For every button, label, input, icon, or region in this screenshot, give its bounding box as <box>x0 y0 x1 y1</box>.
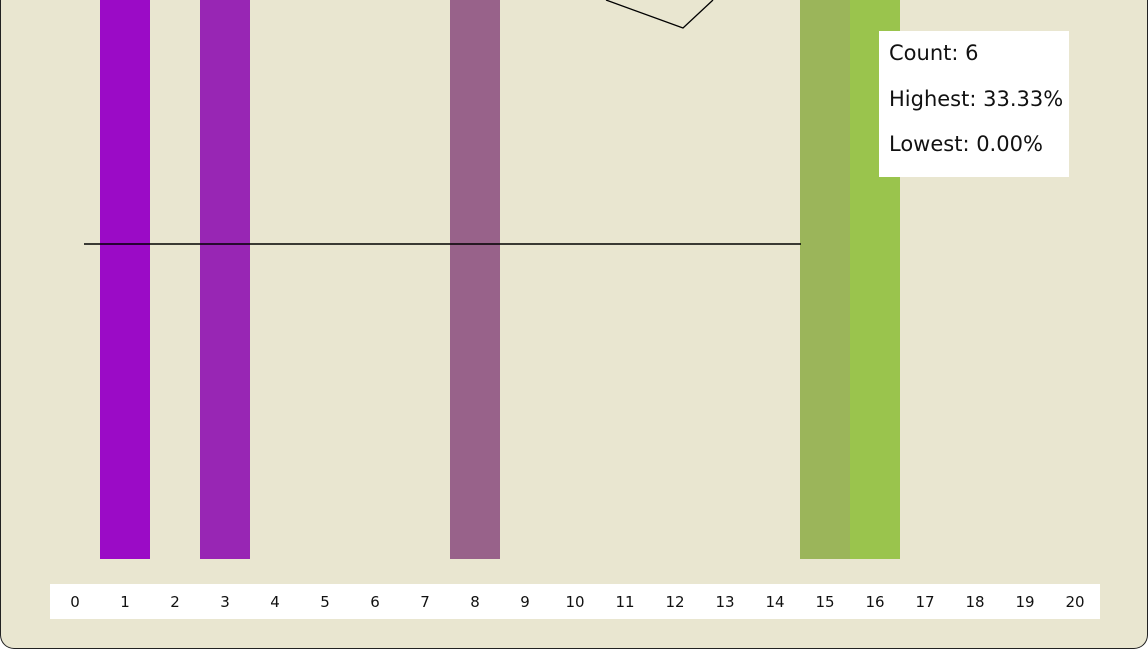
bar-3 <box>200 0 250 559</box>
highest-stat: Highest: 33.33% <box>889 87 1064 111</box>
stats-panel: Count: 6 Highest: 33.33% Lowest: 0.00% <box>879 31 1069 177</box>
x-tick-label: 14 <box>765 593 785 611</box>
x-tick-label: 8 <box>470 593 480 611</box>
x-tick-label: 7 <box>420 593 430 611</box>
x-tick-label: 15 <box>815 593 835 611</box>
x-tick-label: 11 <box>615 593 635 611</box>
x-tick-label: 10 <box>565 593 585 611</box>
trace-line <box>605 0 714 29</box>
x-tick-label: 0 <box>70 593 80 611</box>
x-tick-label: 6 <box>370 593 380 611</box>
bar-1 <box>100 0 150 559</box>
bars-layer <box>100 0 900 559</box>
x-tick-label: 9 <box>520 593 530 611</box>
x-tick-label: 2 <box>170 593 180 611</box>
x-tick-label: 16 <box>865 593 885 611</box>
x-tick-label: 20 <box>1065 593 1085 611</box>
x-tick-label: 5 <box>320 593 330 611</box>
lowest-stat: Lowest: 0.00% <box>889 132 1043 156</box>
x-tick-label: 12 <box>665 593 685 611</box>
x-tick-label: 19 <box>1015 593 1035 611</box>
x-axis: 0 1 2 3 4 5 6 7 8 9 10 11 12 13 14 15 16 17 18 19 20 <box>50 584 1100 619</box>
x-tick-label: 18 <box>965 593 985 611</box>
x-tick-label: 3 <box>220 593 230 611</box>
x-tick-label: 4 <box>270 593 280 611</box>
x-tick-label: 1 <box>120 593 130 611</box>
x-tick-label: 13 <box>715 593 735 611</box>
bar-15 <box>800 0 850 559</box>
x-tick-label: 17 <box>915 593 935 611</box>
bar-8 <box>450 0 500 559</box>
count-stat: Count: 6 <box>889 41 979 65</box>
